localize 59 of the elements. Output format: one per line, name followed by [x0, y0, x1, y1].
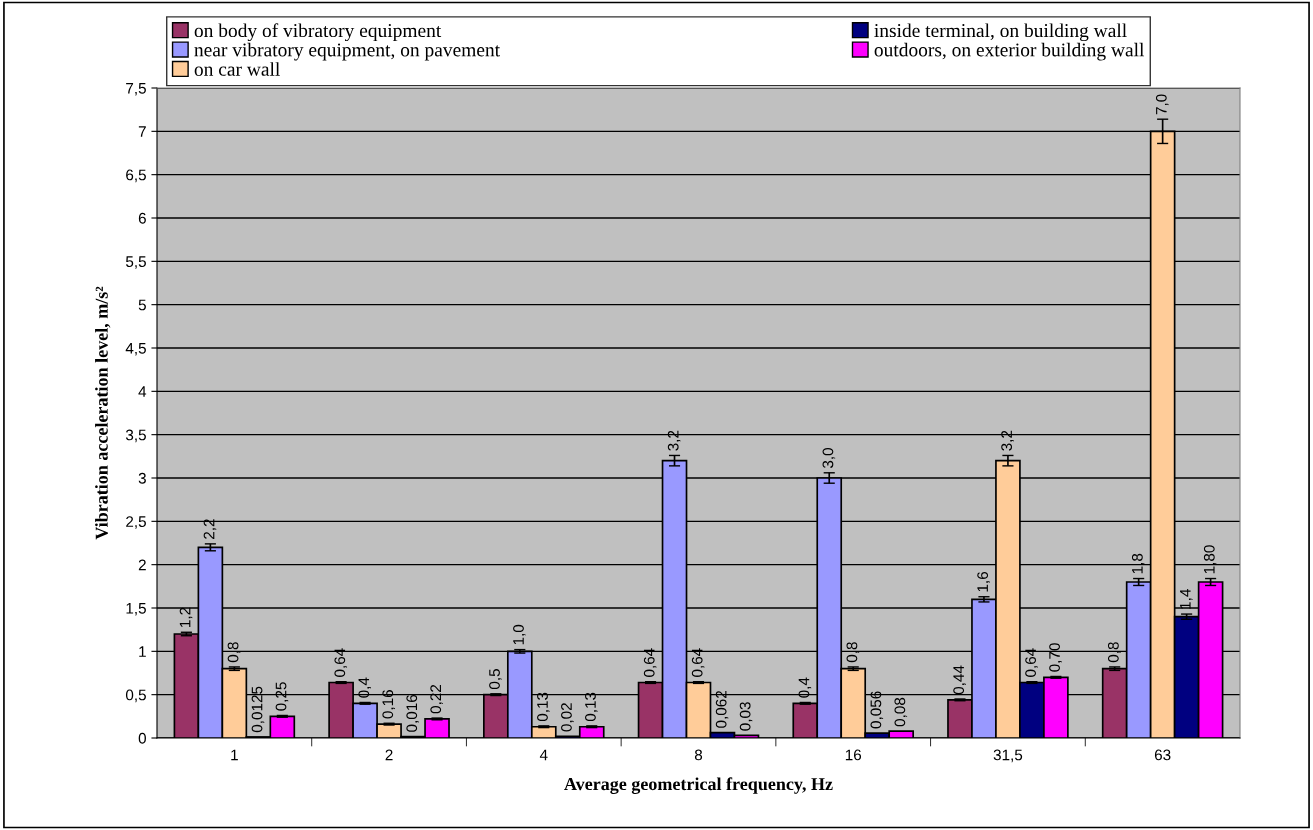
y-tick-label: 1,5: [126, 603, 146, 616]
x-tick-label: 31,5: [993, 749, 1023, 763]
data-label: 0,02: [561, 703, 574, 732]
data-label: 0,64: [643, 648, 657, 677]
legend-label: near vibratory equipment, on pavement: [194, 42, 500, 61]
data-label: 1,0: [513, 624, 526, 645]
data-label: 1,4: [1180, 589, 1193, 609]
y-tick-label: 7,5: [126, 83, 146, 96]
y-tick-label: 3,5: [125, 429, 146, 443]
data-label: 0,03: [739, 702, 753, 731]
y-tick-label: 0,5: [125, 689, 146, 703]
data-label: 0,64: [1025, 648, 1038, 677]
legend-label: inside terminal, on building wall: [874, 23, 1127, 42]
data-label: 0,016: [406, 694, 419, 732]
legend-label: outdoors, on exterior building wall: [874, 42, 1145, 61]
data-label: 0,08: [894, 697, 908, 727]
data-label: 1,8: [1131, 553, 1145, 574]
data-label: 0,062: [715, 691, 729, 728]
data-label: 0,70: [1049, 643, 1062, 672]
data-label: 0,64: [691, 648, 705, 677]
data-label: 3,0: [822, 447, 836, 469]
x-tick-label: 16: [845, 749, 862, 761]
data-label: 0,4: [358, 677, 371, 698]
y-tick-label: 5,5: [125, 256, 146, 269]
data-label: 0,4: [798, 677, 812, 698]
y-tick-label: 2,5: [126, 516, 146, 529]
y-tick-label: 6,5: [126, 169, 146, 183]
data-label: 0,16: [382, 690, 395, 719]
data-label: 0,64: [334, 648, 348, 677]
data-label: 1,6: [977, 572, 990, 592]
y-tick-label: 3: [138, 472, 146, 484]
data-label: 1,2: [179, 607, 193, 627]
y-tick-label: 5: [138, 299, 146, 311]
y-tick-label: 1: [139, 646, 146, 657]
x-axis-title: Average geometrical frequency, Hz: [564, 777, 833, 794]
y-tick-label: 6: [138, 212, 146, 224]
x-tick-label: 1: [231, 749, 238, 761]
data-label: 0,8: [227, 642, 241, 663]
x-tick-label: 8: [694, 749, 703, 761]
data-label: 7,0: [1155, 94, 1169, 115]
y-tick-label: 2: [138, 559, 146, 571]
legend-label: on car wall: [194, 62, 280, 76]
data-label: 0,8: [1107, 642, 1121, 663]
x-tick-label: 4: [539, 749, 548, 761]
data-label: 0,8: [846, 642, 860, 663]
y-tick-label: 0: [138, 732, 146, 744]
x-tick-label: 2: [385, 749, 393, 761]
data-label: 0,25: [275, 682, 289, 711]
data-label: 0,5: [489, 669, 502, 690]
y-axis-title: Vibration acceleration level, m/s²: [95, 286, 111, 540]
y-tick-label: 4: [138, 386, 147, 397]
data-label: 0,0125: [251, 686, 265, 733]
data-label: 1,80: [1203, 545, 1217, 574]
data-label: 0,056: [870, 691, 884, 729]
y-tick-label: 7: [138, 126, 146, 137]
y-tick-label: 4,5: [125, 343, 146, 356]
legend-label: on body of vibratory equipment: [194, 23, 442, 42]
x-tick-label: 63: [1154, 749, 1171, 761]
data-label: 0,44: [953, 665, 966, 695]
